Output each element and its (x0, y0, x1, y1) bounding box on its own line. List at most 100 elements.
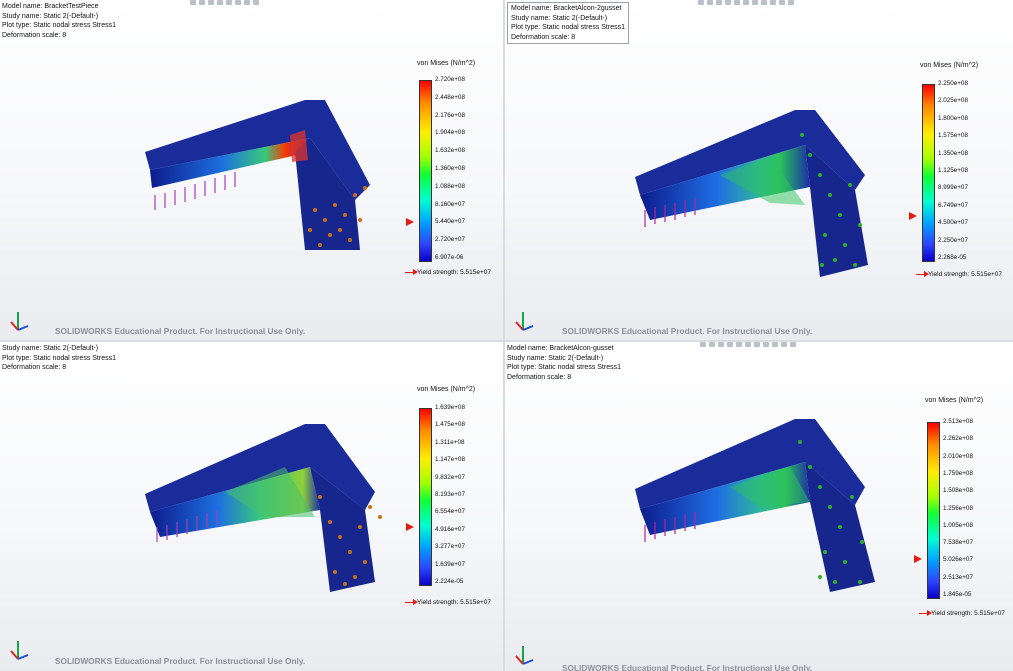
study-info: Study name: Static 2(-Default-) Plot typ… (2, 344, 116, 373)
horizontal-splitter[interactable] (0, 340, 1013, 342)
tick-label: 3.277e+07 (435, 543, 465, 551)
bracket-leg-front (295, 138, 360, 250)
tick-label: 2.262e+08 (943, 435, 973, 443)
stress-legend: von Mises (N/m^2) 2.250e+08 2.025e+08 1.… (909, 62, 1013, 282)
study-name: Study name: Static 2(-Default-) (2, 12, 99, 20)
legend-title: von Mises (N/m^2) (417, 386, 476, 393)
yield-arrow-icon (405, 598, 418, 605)
fixture-arrows (798, 440, 864, 584)
tick-label: 1.256e+08 (943, 504, 973, 512)
bracket-leg-front (805, 145, 868, 277)
bracket-model[interactable] (630, 95, 900, 280)
bracket-model[interactable] (630, 407, 900, 597)
bracket-gusset-zone (225, 467, 315, 517)
yield-marker-icon (406, 218, 414, 226)
triad-axes-icon[interactable] (8, 308, 30, 334)
colorbar (419, 408, 432, 586)
tick-label: 6.749e+07 (938, 201, 968, 209)
tick-label: 1.005e+08 (943, 521, 973, 529)
deformation-scale: Deformation scale: 8 (2, 31, 67, 39)
tick-label: 1.147e+08 (435, 456, 465, 464)
plot-type: Plot type: Static nodal stress Stress1 (2, 354, 116, 362)
fixture-arrows (800, 133, 862, 267)
deformation-scale: Deformation scale: 8 (511, 33, 576, 41)
tick-label: 2.720e+08 (435, 76, 465, 83)
tick-label: 1.575e+08 (938, 132, 968, 140)
yield-strength-label: Yield strength: 5.515e+07 (417, 599, 492, 606)
triad-axes-icon[interactable] (513, 308, 535, 334)
study-name: Study name: Static 2(-Default-) (511, 14, 608, 22)
legend-title: von Mises (N/m^2) (920, 62, 979, 69)
yield-marker-icon (909, 212, 917, 220)
tick-label: 2.513e+07 (943, 573, 973, 581)
tick-label: 1.632e+08 (435, 147, 465, 155)
tick-label: 1.475e+08 (435, 421, 465, 429)
plot-type: Plot type: Static nodal stress Stress1 (2, 22, 116, 30)
tick-label: 1.311e+08 (435, 438, 465, 446)
bracket-top-face (145, 100, 370, 200)
viewport-bracket-alcon-2gusset[interactable]: Model name: BracketAlcon-2gusset Study n… (505, 0, 1013, 340)
tick-label: 6.554e+07 (435, 508, 465, 516)
stress-legend: von Mises (N/m^2) 1.639e+08 1.475e+08 1.… (406, 386, 503, 606)
deformation-scale: Deformation scale: 8 (507, 373, 572, 381)
model-name: Model name: BracketTestPiece (2, 3, 99, 10)
bracket-gusset-zone (730, 467, 810, 507)
deformation-scale: Deformation scale: 8 (2, 364, 67, 372)
legend-title: von Mises (N/m^2) (925, 397, 984, 404)
tick-label: 2.224e-05 (435, 578, 464, 585)
viewport-bracket-alcon-gusset[interactable]: Model name: BracketAlcon-gusset Study na… (505, 342, 1013, 671)
triad-axes-icon[interactable] (513, 642, 535, 668)
heads-up-toolbar[interactable] (698, 0, 794, 6)
watermark: SOLIDWORKS Educational Product. For Inst… (562, 663, 813, 671)
colorbar (927, 422, 940, 599)
yield-strength: Yield strength: 5.515e+07 (916, 270, 1003, 278)
bracket-top-face (635, 110, 865, 195)
tick-label: 1.360e+08 (435, 165, 465, 172)
viewport-bracket-test-piece[interactable]: Model name: BracketTestPiece Study name:… (0, 0, 503, 340)
bracket-model[interactable] (135, 412, 400, 592)
tick-label: 5.440e+07 (435, 218, 465, 226)
tick-label: 7.538e+07 (943, 539, 973, 547)
load-arrows (644, 512, 696, 542)
bracket-model[interactable] (130, 90, 400, 260)
model-name: Model name: BracketAlcon-2gusset (511, 5, 622, 12)
tick-label: 2.448e+08 (435, 93, 465, 101)
yield-strength-label: Yield strength: 5.515e+07 (928, 271, 1003, 278)
load-arrows (156, 510, 218, 542)
tick-label: 2.513e+08 (943, 418, 973, 425)
tick-label: 1.088e+08 (435, 182, 465, 190)
tick-label: 4.916e+07 (435, 525, 465, 533)
triad-axes-icon[interactable] (8, 637, 30, 663)
load-arrows (644, 198, 696, 227)
vertical-splitter[interactable] (503, 0, 505, 671)
heads-up-toolbar[interactable] (190, 0, 259, 6)
tick-label: 1.350e+08 (938, 149, 968, 157)
load-arrows (154, 172, 236, 210)
tick-label: 1.508e+08 (943, 487, 973, 495)
study-info: Model name: BracketAlcon-gusset Study na… (507, 344, 621, 382)
yield-arrow-icon (919, 609, 932, 616)
tick-label: 2.010e+08 (943, 452, 973, 460)
tick-label: 8.999e+07 (938, 184, 968, 192)
study-name: Study name: Static 2(-Default-) (2, 345, 99, 352)
tick-label: 1.904e+08 (435, 129, 465, 137)
stress-legend: von Mises (N/m^2) 2.513e+08 2.262e+08 2.… (914, 397, 1013, 617)
stress-legend: von Mises (N/m^2) 2.720e+08 2.448e+08 2.… (406, 60, 503, 290)
tick-label: 2.250e+07 (938, 236, 968, 244)
study-info: Model name: BracketAlcon-2gusset Study n… (507, 2, 629, 45)
tick-label: 1.759e+08 (943, 469, 973, 477)
bracket-top-face (145, 424, 375, 512)
tick-label: 4.500e+07 (938, 219, 968, 227)
tick-label: 2.250e+08 (938, 80, 968, 87)
heads-up-toolbar[interactable] (700, 342, 796, 348)
tick-label: 1.845e-05 (943, 591, 972, 598)
study-name: Study name: Static 2(-Default-) (507, 354, 604, 362)
tick-label: 1.125e+08 (938, 167, 968, 174)
study-info: Model name: BracketTestPiece Study name:… (2, 2, 116, 40)
viewport-bracket-variant[interactable]: Study name: Static 2(-Default-) Plot typ… (0, 342, 503, 671)
bracket-gusset-zone (720, 157, 805, 205)
yield-marker-icon (914, 555, 922, 563)
yield-strength-label: Yield strength: 5.515e+07 (931, 610, 1006, 617)
tick-label: 2.025e+08 (938, 97, 968, 105)
watermark: SOLIDWORKS Educational Product. For Inst… (55, 326, 306, 336)
